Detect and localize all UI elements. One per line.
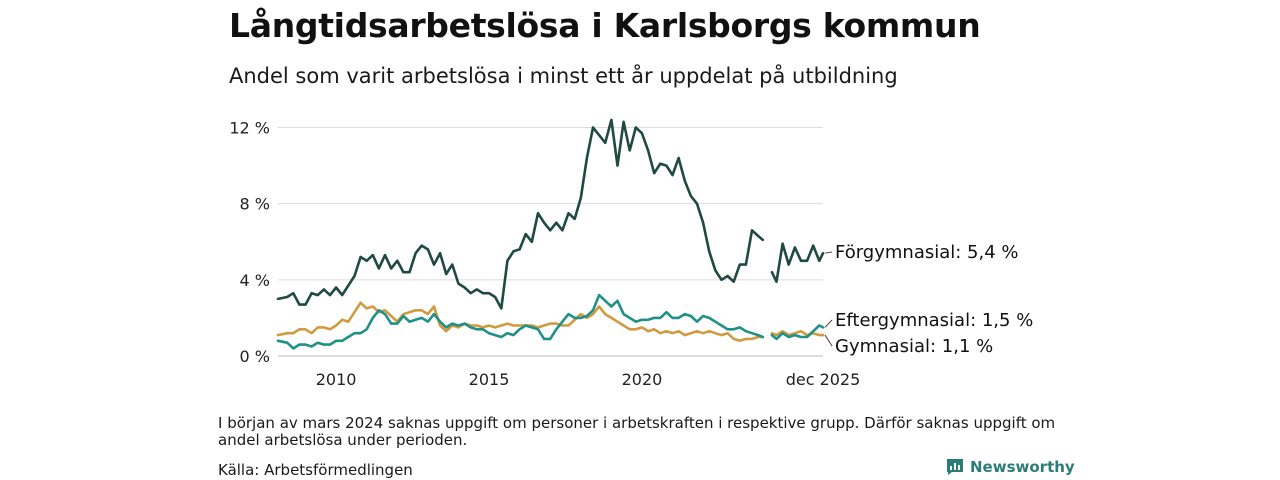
leader-line-förgymnasial [824, 251, 833, 254]
y-tick-label-1: 4 % [240, 271, 270, 290]
x-tick-label-3: dec 2025 [786, 370, 861, 389]
y-tick-label-2: 8 % [240, 195, 270, 214]
brand-name: Newsworthy [970, 458, 1075, 476]
newsworthy-logo[interactable]: Newsworthy [946, 458, 1075, 476]
series-line-förgymnasial-segment-1 [770, 242, 825, 283]
leader-line-gymnasial [824, 334, 833, 347]
line-chart: 0 % 4 % 8 % 12 % 2010 2015 2020 dec 2025 Förgy… [229, 118, 1033, 389]
x-axis-ticks: 2010 2015 2020 dec 2025 [316, 370, 861, 389]
chart-title: Långtidsarbetslösa i Karlsborgs kommun [229, 6, 981, 45]
x-tick-label-2: 2020 [622, 370, 663, 389]
y-tick-label-3: 12 % [229, 119, 270, 138]
series-label-eftergymnasial: Eftergymnasial: 1,5 % [835, 310, 1033, 331]
footnote: I början av mars 2024 saknas uppgift om … [218, 414, 1056, 449]
series-labels: Förgymnasial: 5,4 % Eftergymnasial: 1,5 %… [824, 242, 1033, 357]
x-tick-label-1: 2015 [469, 370, 510, 389]
series-lines [276, 118, 825, 350]
series-line-förgymnasial-segment-0 [276, 118, 765, 310]
y-tick-label-0: 0 % [240, 347, 270, 366]
series-label-förgymnasial: Förgymnasial: 5,4 % [835, 242, 1019, 263]
gridlines [278, 127, 823, 357]
bar-chart-logo-icon [947, 459, 963, 475]
x-tick-label-0: 2010 [316, 370, 357, 389]
source-label: Källa: Arbetsförmedlingen [218, 461, 413, 479]
series-line-gymnasial-segment-0 [276, 301, 765, 343]
leader-line-eftergymnasial [824, 319, 833, 328]
series-line-gymnasial-segment-1 [770, 329, 825, 337]
series-line-eftergymnasial-segment-0 [276, 293, 765, 350]
series-label-gymnasial: Gymnasial: 1,1 % [835, 336, 993, 357]
chart-subtitle: Andel som varit arbetslösa i minst ett å… [229, 64, 898, 88]
series-line-eftergymnasial-segment-1 [770, 324, 825, 341]
y-axis-ticks: 0 % 4 % 8 % 12 % [229, 119, 270, 366]
